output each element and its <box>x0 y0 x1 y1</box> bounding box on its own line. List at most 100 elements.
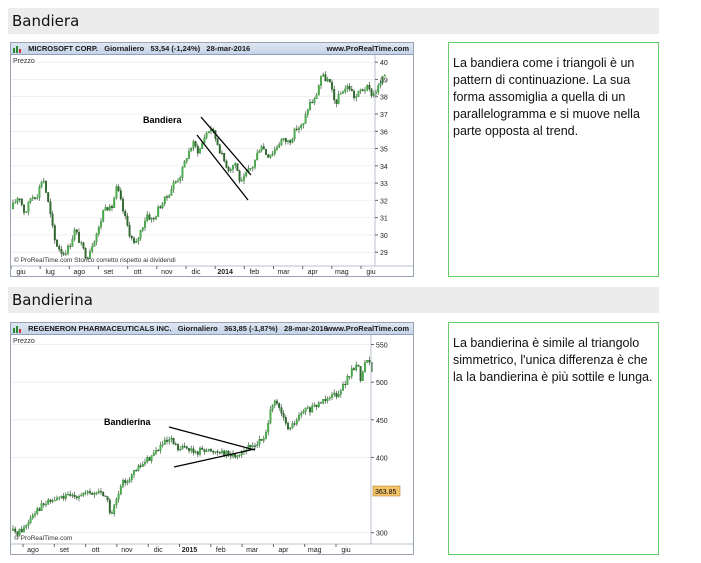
x-tick-label: mar <box>246 547 259 554</box>
candle-body <box>25 525 28 528</box>
x-tick-label: set <box>104 269 113 276</box>
x-tick-label: ago <box>73 269 85 276</box>
candle-body <box>361 371 364 381</box>
candle-body <box>236 163 239 172</box>
candle-body <box>302 123 305 126</box>
x-tick-label: 2015 <box>182 547 198 554</box>
candle-body <box>45 180 47 193</box>
y-tick-label: 38 <box>380 95 388 102</box>
last-price-label: 363.85 <box>375 489 397 496</box>
candle-body <box>124 480 127 484</box>
candle-body <box>18 198 21 200</box>
candle-body <box>223 450 226 456</box>
flag-trendlines <box>196 116 252 201</box>
candle-body <box>254 159 256 168</box>
candle-body <box>47 499 50 505</box>
candle-body <box>20 198 23 205</box>
candle-body <box>342 91 344 94</box>
candle-body <box>315 94 318 100</box>
candle-body <box>190 448 193 451</box>
candle-body <box>157 206 160 217</box>
candle-body <box>172 182 175 190</box>
candle-body <box>179 177 182 181</box>
candle-body <box>243 175 245 181</box>
candle-body <box>36 508 39 514</box>
candle-body <box>218 452 221 454</box>
candle-body <box>348 86 351 90</box>
candle-body <box>313 404 316 407</box>
candle-body <box>298 127 300 130</box>
candle-body <box>166 439 168 442</box>
candle-body <box>256 152 259 161</box>
candle-body <box>91 492 94 495</box>
candle-body <box>366 85 369 91</box>
candle-body <box>260 146 263 151</box>
candle-body <box>287 423 289 430</box>
candle-body <box>113 504 116 514</box>
candle-body <box>181 167 184 178</box>
candle-body <box>108 499 111 513</box>
candle-body <box>245 172 248 176</box>
chart-period: Giornaliero <box>104 44 145 53</box>
candle-body <box>199 148 201 154</box>
chart-quote: 363,85 (-1,87%) <box>223 324 278 333</box>
chart-site: www.ProRealTime.com <box>326 324 409 333</box>
candle-body <box>366 360 369 363</box>
candle-body <box>64 253 67 255</box>
candle-body <box>58 246 61 250</box>
candle-body <box>126 215 129 226</box>
candle-body <box>130 236 133 239</box>
x-tick-label: mag <box>335 269 349 276</box>
candle-body <box>289 140 292 143</box>
candle-body <box>282 413 285 418</box>
candle-body <box>262 146 265 150</box>
candle-body <box>144 220 146 228</box>
candle-body <box>205 450 208 452</box>
candle-body <box>295 419 298 425</box>
x-tick-label: apr <box>308 269 319 276</box>
y-tick-label: 400 <box>376 455 388 462</box>
candle-body <box>40 503 43 511</box>
candle-body <box>170 438 173 440</box>
candle-body <box>377 85 380 93</box>
x-tick-label: 2014 <box>217 269 233 276</box>
candle-body <box>298 415 300 421</box>
candle-body <box>141 227 144 231</box>
candle-body <box>53 500 56 502</box>
pattern-label: Bandiera <box>143 115 183 125</box>
y-tick-label: 36 <box>380 129 388 136</box>
candle-body <box>291 423 294 428</box>
candle-body <box>170 188 173 196</box>
y-tick-label: 550 <box>376 343 388 350</box>
candle-body <box>104 207 107 211</box>
candle-body <box>133 470 135 475</box>
candle-body <box>106 496 109 501</box>
candle-body <box>174 181 177 183</box>
x-tick-label: ott <box>134 269 142 276</box>
candle-body <box>137 465 140 471</box>
candle-body <box>119 486 122 495</box>
candle-body <box>232 164 234 170</box>
candle-body <box>190 148 193 152</box>
candle-body <box>212 451 215 453</box>
price-grid <box>11 61 375 253</box>
candle-body <box>71 494 74 496</box>
candle-body <box>278 403 281 408</box>
candle-body <box>335 99 338 104</box>
candle-body <box>249 167 252 170</box>
x-tick-label: nov <box>161 269 173 276</box>
candle-body <box>161 203 164 209</box>
candle-body <box>23 204 25 213</box>
candle-body <box>73 229 76 240</box>
candle-body <box>80 495 83 497</box>
candle-body <box>284 138 287 142</box>
candle-body <box>133 237 135 244</box>
candle-body <box>82 492 85 496</box>
candle-body <box>361 89 364 91</box>
candle-body <box>150 455 153 461</box>
y-tick-label: 500 <box>376 380 388 387</box>
chart-instrument: MICROSOFT CORP. <box>28 44 98 53</box>
chart-plot-area: Bandiera Prezzo © ProRealTime.com Storic… <box>11 55 413 276</box>
candle-body <box>100 491 102 493</box>
candle-body <box>78 232 80 243</box>
